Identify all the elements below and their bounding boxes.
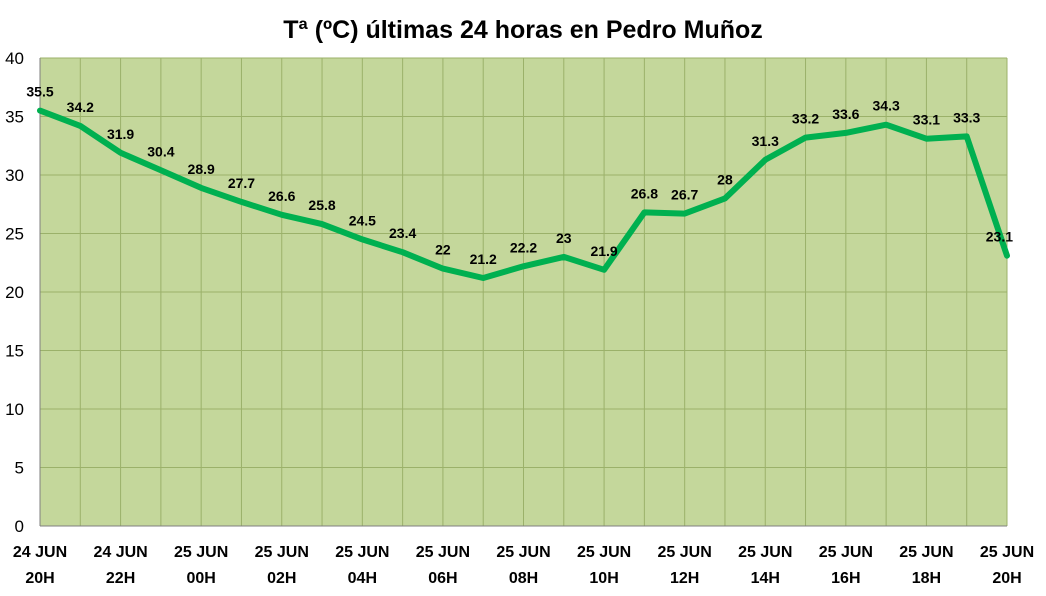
data-point — [441, 267, 445, 271]
data-label: 26.6 — [268, 188, 295, 204]
data-point — [884, 123, 888, 127]
data-point — [1005, 254, 1009, 258]
x-axis-ticks: 24 JUN 20H 24 JUN 22H 25 JUN 00H 25 JUN 02H 25 J… — [13, 544, 1034, 587]
x-tick-label-hour: 00H — [186, 570, 215, 587]
data-label: 22 — [435, 242, 451, 258]
data-label: 21.2 — [470, 251, 497, 267]
data-label: 34.3 — [873, 98, 900, 114]
y-tick-label: 25 — [5, 225, 24, 244]
x-tick-label-day: 25 JUN — [899, 544, 953, 561]
x-tick-label-hour: 22H — [106, 570, 135, 587]
x-tick-label-day: 25 JUN — [980, 544, 1034, 561]
x-tick-label-day: 25 JUN — [738, 544, 792, 561]
chart-title: Tª (ºC) últimas 24 horas en Pedro Muñoz — [283, 16, 763, 44]
data-label: 35.5 — [26, 84, 53, 100]
y-tick-label: 40 — [5, 49, 24, 68]
y-tick-label: 15 — [5, 342, 24, 361]
data-label: 28 — [717, 171, 733, 187]
data-label: 23.1 — [986, 229, 1013, 245]
data-label: 23.4 — [389, 225, 416, 241]
x-tick-label-day: 25 JUN — [819, 544, 873, 561]
data-label: 22.2 — [510, 239, 537, 255]
data-point — [78, 124, 82, 128]
y-tick-label: 20 — [5, 283, 24, 302]
data-label: 26.7 — [671, 187, 698, 203]
x-tick-label-day: 25 JUN — [577, 544, 631, 561]
x-tick-label-hour: 18H — [912, 570, 941, 587]
y-tick-label: 30 — [5, 166, 24, 185]
x-tick-label-day: 25 JUN — [335, 544, 389, 561]
data-labels: 35.5 34.2 31.9 30.4 28.9 27.7 26.6 25.8 24.5 23.4… — [26, 84, 1013, 267]
data-point — [320, 222, 324, 226]
x-tick-label-hour: 20H — [25, 570, 54, 587]
x-tick-label-day: 25 JUN — [174, 544, 228, 561]
data-point — [602, 268, 606, 272]
x-tick-label-day: 24 JUN — [93, 544, 147, 561]
data-label: 31.3 — [752, 133, 779, 149]
data-point — [38, 109, 42, 113]
data-point — [199, 186, 203, 190]
series-layer — [37, 107, 1010, 281]
data-point — [481, 276, 485, 280]
data-point — [965, 134, 969, 138]
data-point — [562, 255, 566, 259]
x-tick-label-day: 25 JUN — [255, 544, 309, 561]
data-point — [642, 210, 646, 214]
data-point — [360, 237, 364, 241]
x-tick-label-day: 24 JUN — [13, 544, 67, 561]
x-tick-label-hour: 20H — [992, 570, 1021, 587]
x-tick-label-day: 25 JUN — [416, 544, 470, 561]
x-tick-label-hour: 10H — [589, 570, 618, 587]
data-point — [804, 136, 808, 140]
x-tick-label-hour: 02H — [267, 570, 296, 587]
data-label: 31.9 — [107, 126, 134, 142]
data-label: 21.9 — [590, 243, 617, 259]
data-label: 30.4 — [147, 143, 174, 159]
x-tick-label-hour: 06H — [428, 570, 457, 587]
data-point — [401, 250, 405, 254]
y-tick-label: 0 — [15, 517, 24, 536]
data-point — [119, 151, 123, 155]
grid-lines — [40, 57, 1008, 527]
y-axis-ticks: 0 5 10 15 20 25 30 35 40 — [5, 49, 24, 536]
x-tick-label-hour: 14H — [751, 570, 780, 587]
data-label: 23 — [556, 230, 572, 246]
y-tick-label: 10 — [5, 400, 24, 419]
data-label: 27.7 — [228, 175, 255, 191]
x-tick-label-day: 25 JUN — [496, 544, 550, 561]
data-label: 33.2 — [792, 111, 819, 127]
x-tick-label-hour: 16H — [831, 570, 860, 587]
data-label: 26.8 — [631, 185, 658, 201]
x-tick-label-day: 25 JUN — [658, 544, 712, 561]
data-label: 24.5 — [349, 212, 376, 228]
data-label: 33.3 — [953, 109, 980, 125]
x-tick-label-hour: 12H — [670, 570, 699, 587]
data-label: 25.8 — [308, 197, 335, 213]
x-tick-label-hour: 04H — [348, 570, 377, 587]
data-point — [239, 200, 243, 204]
data-point — [763, 158, 767, 162]
data-label: 34.2 — [67, 99, 94, 115]
data-point — [844, 131, 848, 135]
data-point — [924, 137, 928, 141]
data-label: 33.6 — [832, 106, 859, 122]
data-point — [683, 212, 687, 216]
data-point — [280, 213, 284, 217]
axes — [39, 58, 1007, 527]
y-tick-label: 35 — [5, 108, 24, 127]
data-label: 33.1 — [913, 112, 940, 128]
y-tick-label: 5 — [15, 459, 24, 478]
x-tick-label-hour: 08H — [509, 570, 538, 587]
data-point — [159, 168, 163, 172]
data-point — [522, 264, 525, 268]
data-label: 28.9 — [188, 161, 215, 177]
data-point — [723, 196, 727, 200]
